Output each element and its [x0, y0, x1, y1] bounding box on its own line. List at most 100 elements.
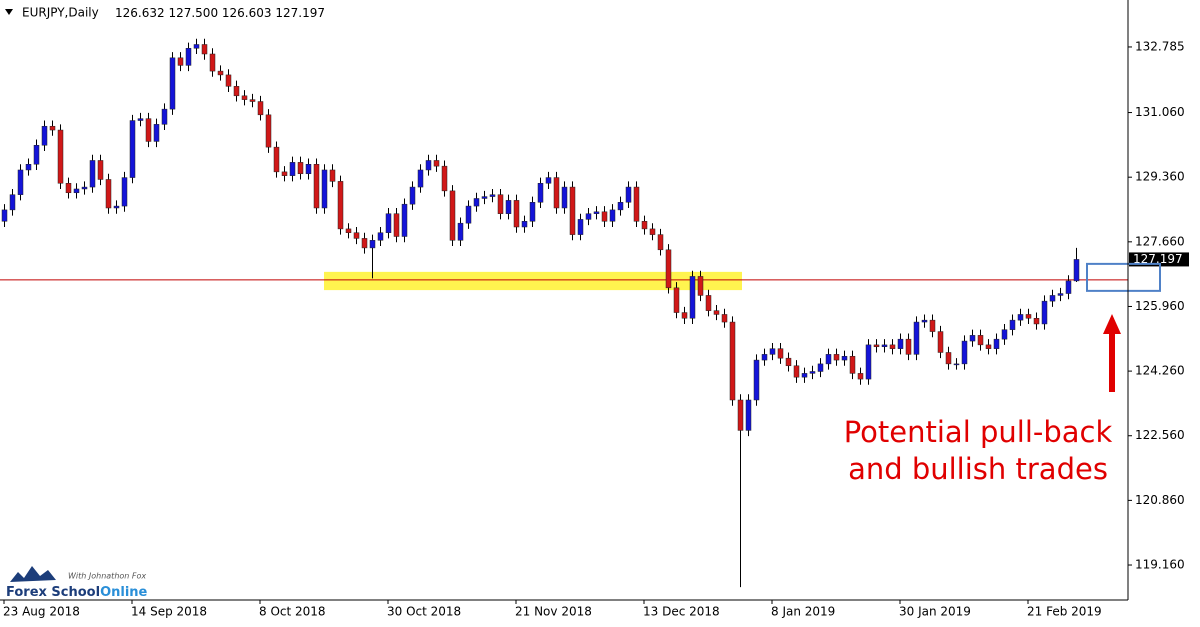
candle-body [825, 354, 832, 365]
y-tick-label: 131.060 [1135, 105, 1185, 119]
candle-body [849, 356, 856, 374]
candle-body [321, 169, 328, 209]
logo-tagline: With Johnathon Fox [68, 572, 146, 581]
candle-body [89, 160, 96, 188]
candle-body [785, 357, 792, 367]
candle-body [161, 108, 168, 125]
candle-body [1001, 329, 1008, 340]
candle-body [625, 186, 632, 203]
candle-body [473, 198, 480, 207]
candle-body [265, 114, 272, 148]
y-tick-label: 124.260 [1135, 364, 1185, 378]
candle-body [209, 53, 216, 72]
x-tick-label: 8 Jan 2019 [771, 605, 835, 619]
candle-body [961, 340, 968, 365]
candle-body [281, 171, 288, 176]
price-tag-label: 127.197 [1133, 252, 1183, 266]
candle-body [969, 335, 976, 342]
candle-body [937, 331, 944, 353]
candle-body [345, 228, 352, 233]
y-tick-label: 119.160 [1135, 558, 1185, 572]
candle-body [393, 213, 400, 237]
candle-body [729, 321, 736, 401]
support-zone [324, 271, 742, 291]
candle-body [697, 276, 704, 296]
candle-body [865, 344, 872, 380]
candle-body [817, 363, 824, 372]
candle-body [273, 146, 280, 173]
header-marker [5, 9, 13, 15]
candle-body [577, 219, 584, 235]
candle-body [521, 221, 528, 228]
candle-body [801, 373, 808, 378]
candle-body [337, 181, 344, 230]
candle-body [465, 205, 472, 224]
y-tick-label: 120.860 [1135, 493, 1185, 507]
candle-body [121, 177, 128, 207]
logo-suffix: Online [100, 585, 147, 600]
candle-body [665, 249, 672, 289]
candle-body [41, 125, 48, 146]
candle-body [217, 70, 224, 76]
candle-body [873, 344, 880, 348]
candle-body [809, 371, 816, 374]
candle-body [633, 186, 640, 222]
x-tick-label: 21 Nov 2018 [515, 605, 592, 619]
candle-body [409, 186, 416, 205]
y-tick-label: 127.660 [1135, 234, 1185, 248]
candle-body [57, 129, 64, 184]
y-tick-label: 122.560 [1135, 428, 1185, 442]
candle-body [713, 310, 720, 315]
annotation: Potential pull-back [844, 415, 1113, 449]
candle-body [369, 240, 376, 249]
y-tick-label: 129.360 [1135, 170, 1185, 184]
zone-layer [0, 271, 1128, 291]
candle-body [977, 335, 984, 346]
candle-body [721, 314, 728, 323]
header-open: 126.632 [115, 6, 165, 20]
x-tick-label: 14 Sep 2018 [131, 605, 207, 619]
candle-body [97, 160, 104, 180]
candle-body [529, 202, 536, 222]
candle-body [945, 352, 952, 365]
candle-body [649, 228, 656, 235]
candle-body [193, 44, 200, 49]
header-high: 127.500 [168, 6, 218, 20]
candle-body [953, 363, 960, 366]
header-close: 127.197 [275, 6, 325, 20]
candle-body [673, 287, 680, 313]
logo: With Johnathon Fox Forex SchoolOnline [6, 566, 148, 600]
candle-body [897, 338, 904, 349]
candle-body [17, 169, 24, 195]
candle-body [9, 194, 16, 211]
candle-body [841, 356, 848, 361]
candle-body [1049, 295, 1056, 302]
candle-body [753, 359, 760, 401]
candle-body [249, 99, 256, 102]
x-tick-label: 23 Aug 2018 [3, 605, 80, 619]
candle-body [385, 213, 392, 233]
candle-body [489, 194, 496, 197]
candle-body [569, 186, 576, 235]
candle-body [545, 177, 552, 184]
candle-body [73, 188, 80, 194]
candle-body [793, 365, 800, 378]
candle-body [1, 209, 8, 222]
candle-body [881, 344, 888, 348]
axis-layer: 132.785 131.060 129.360 127.660 125.960 124.2… [3, 39, 1189, 619]
candle-body [585, 213, 592, 220]
candle-body [25, 164, 32, 171]
candle-body [201, 44, 208, 55]
candle-body [329, 169, 336, 182]
symbol-title: EURJPY,Daily [22, 6, 99, 20]
candle-body [1057, 293, 1064, 296]
candle-body [289, 162, 296, 176]
candle-body [313, 164, 320, 209]
candle-body [641, 221, 648, 230]
candle-body [1073, 259, 1080, 282]
x-tick-label: 13 Dec 2018 [643, 605, 720, 619]
y-tick-label: 125.960 [1135, 299, 1185, 313]
candle-body [233, 86, 240, 97]
candle-body [617, 202, 624, 211]
